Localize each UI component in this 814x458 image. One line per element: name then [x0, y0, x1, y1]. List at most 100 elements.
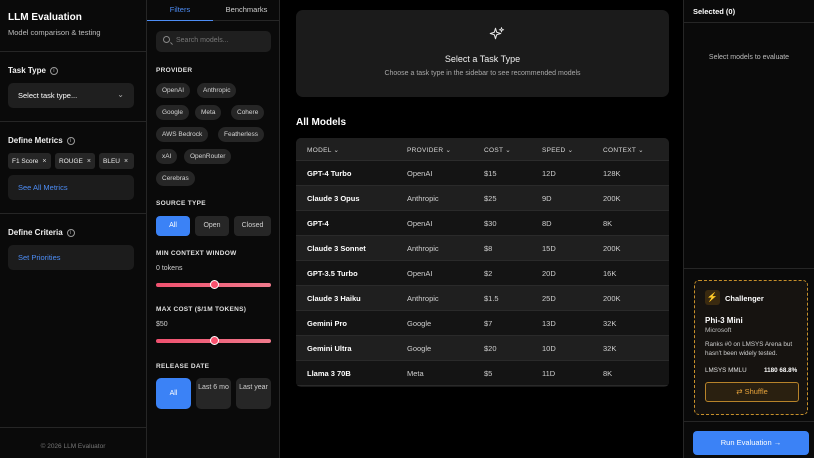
- context-cell: 128K: [603, 169, 621, 178]
- chevron-down-icon: ⌄: [117, 90, 124, 99]
- task-type-label: Task Type: [8, 66, 46, 75]
- tab-filters[interactable]: Filters: [147, 0, 213, 21]
- speed-cell: 8D: [542, 219, 552, 228]
- divider: [684, 268, 814, 269]
- task-card-description: Choose a task type in the sidebar to see…: [384, 70, 581, 77]
- source-closed-button[interactable]: Closed: [234, 216, 271, 236]
- provider-label: PROVIDER: [156, 67, 193, 74]
- provider-pill[interactable]: AWS Bedrock: [156, 127, 209, 142]
- task-card-title: Select a Task Type: [444, 54, 521, 64]
- table-row[interactable]: Gemini Ultra Google $20 10D 32K: [296, 336, 669, 361]
- context-cell: 8K: [603, 369, 613, 378]
- context-cell: 200K: [603, 194, 621, 203]
- divider: [684, 22, 814, 23]
- provider-pill[interactable]: OpenRouter: [184, 149, 232, 164]
- metric-chip-label: ROUGE: [59, 157, 83, 165]
- provider-cell: OpenAI: [407, 169, 433, 178]
- divider: [0, 51, 146, 52]
- provider-pill[interactable]: Anthropic: [197, 83, 237, 98]
- provider-pill[interactable]: xAI: [156, 149, 178, 164]
- provider-pill[interactable]: Google: [156, 105, 189, 120]
- provider-cell: Google: [407, 344, 432, 353]
- column-header-cost[interactable]: COST ⌄: [484, 147, 511, 154]
- provider-pill[interactable]: Meta: [195, 105, 222, 120]
- table-row[interactable]: GPT-3.5 Turbo OpenAI $2 20D 16K: [296, 261, 669, 286]
- challenger-card: ⚡ Challenger Phi-3 Mini Microsoft Ranks …: [694, 280, 808, 415]
- speed-cell: 9D: [542, 194, 552, 203]
- min-context-value: 0 tokens: [156, 265, 183, 272]
- search-placeholder: Search models...: [176, 37, 229, 44]
- source-open-button[interactable]: Open: [195, 216, 229, 236]
- provider-cell: Anthropic: [407, 294, 439, 303]
- set-priorities-button[interactable]: Set Priorities: [8, 245, 134, 270]
- metric-chip[interactable]: BLEU ×: [99, 153, 134, 169]
- metric-chip[interactable]: ROUGE ×: [55, 153, 95, 169]
- column-header-speed[interactable]: SPEED ⌄: [542, 147, 574, 154]
- slider-handle[interactable]: [209, 336, 219, 345]
- speed-cell: 15D: [542, 244, 556, 253]
- criteria-heading: Define Criteria i: [8, 228, 75, 237]
- speed-cell: 10D: [542, 344, 556, 353]
- speed-cell: 25D: [542, 294, 556, 303]
- models-table: MODEL ⌄ PROVIDER ⌄ COST ⌄ SPEED ⌄ CONTEX…: [296, 138, 669, 387]
- context-cell: 200K: [603, 294, 621, 303]
- shuffle-button[interactable]: ⇄ Shuffle: [705, 382, 799, 402]
- provider-pill[interactable]: OpenAI: [156, 83, 191, 98]
- divider: [683, 0, 684, 458]
- main-content: Select a Task Type Choose a task type in…: [281, 0, 684, 458]
- release-all-button[interactable]: All: [156, 378, 191, 409]
- context-cell: 200K: [603, 244, 621, 253]
- model-name-cell: Claude 3 Sonnet: [307, 244, 366, 253]
- info-icon[interactable]: i: [49, 66, 58, 75]
- filter-panel: Filters Benchmarks Search models... PROV…: [147, 0, 280, 458]
- close-icon[interactable]: ×: [42, 157, 47, 165]
- close-icon[interactable]: ×: [123, 157, 129, 165]
- table-row[interactable]: Claude 3 Haiku Anthropic $1.5 25D 200K: [296, 286, 669, 311]
- metric-chip[interactable]: F1 Score ×: [8, 153, 51, 169]
- cost-cell: $15: [484, 169, 497, 178]
- selected-panel: Selected (0) Select models to evaluate ⚡…: [684, 0, 814, 458]
- task-type-select[interactable]: Select task type... ⌄: [8, 83, 134, 108]
- info-icon[interactable]: i: [66, 228, 75, 237]
- cost-cell: $8: [484, 244, 493, 253]
- info-icon[interactable]: i: [66, 136, 75, 145]
- column-header-provider[interactable]: PROVIDER ⌄: [407, 147, 452, 154]
- max-cost-slider[interactable]: [156, 336, 271, 345]
- table-row[interactable]: GPT-4 OpenAI $30 8D 8K: [296, 211, 669, 236]
- close-icon[interactable]: ×: [86, 157, 91, 165]
- provider-pill[interactable]: Cerebras: [156, 171, 195, 186]
- app-title: LLM Evaluation: [8, 12, 82, 23]
- table-row[interactable]: Llama 3 70B Meta $5 11D 8K: [296, 361, 669, 386]
- cost-cell: $25: [484, 194, 497, 203]
- release-year-button[interactable]: Last year: [236, 378, 271, 409]
- table-row[interactable]: Gemini Pro Google $7 13D 32K: [296, 311, 669, 336]
- challenger-model: Phi-3 Mini: [705, 316, 743, 325]
- min-context-slider[interactable]: [156, 280, 271, 289]
- slider-handle[interactable]: [209, 280, 219, 289]
- speed-cell: 11D: [542, 369, 556, 378]
- cost-cell: $7: [484, 319, 493, 328]
- speed-cell: 12D: [542, 169, 556, 178]
- run-evaluation-button[interactable]: Run Evaluation →: [693, 431, 809, 455]
- tab-benchmarks[interactable]: Benchmarks: [213, 0, 280, 21]
- search-input[interactable]: Search models...: [156, 31, 271, 52]
- cost-cell: $20: [484, 344, 497, 353]
- cost-cell: $1.5: [484, 294, 499, 303]
- table-row[interactable]: GPT-4 Turbo OpenAI $15 12D 128K: [296, 161, 669, 186]
- challenger-provider: Microsoft: [705, 327, 732, 334]
- provider-pill[interactable]: Cohere: [231, 105, 265, 120]
- provider-pill[interactable]: Featherless: [218, 127, 264, 142]
- provider-cell: Anthropic: [407, 194, 439, 203]
- release-6mo-button[interactable]: Last 6 mo: [196, 378, 231, 409]
- column-header-context[interactable]: CONTEXT ⌄: [603, 147, 644, 154]
- source-all-button[interactable]: All: [156, 216, 190, 236]
- context-cell: 16K: [603, 269, 617, 278]
- metrics-heading: Define Metrics i: [8, 136, 75, 145]
- context-cell: 32K: [603, 319, 617, 328]
- challenger-metric: LMSYS MMLU: [705, 367, 747, 374]
- table-row[interactable]: Claude 3 Sonnet Anthropic $8 15D 200K: [296, 236, 669, 261]
- see-all-metrics-button[interactable]: See All Metrics: [8, 175, 134, 200]
- column-header-model[interactable]: MODEL ⌄: [307, 147, 340, 154]
- table-row[interactable]: Claude 3 Opus Anthropic $25 9D 200K: [296, 186, 669, 211]
- source-type-label: SOURCE TYPE: [156, 200, 206, 207]
